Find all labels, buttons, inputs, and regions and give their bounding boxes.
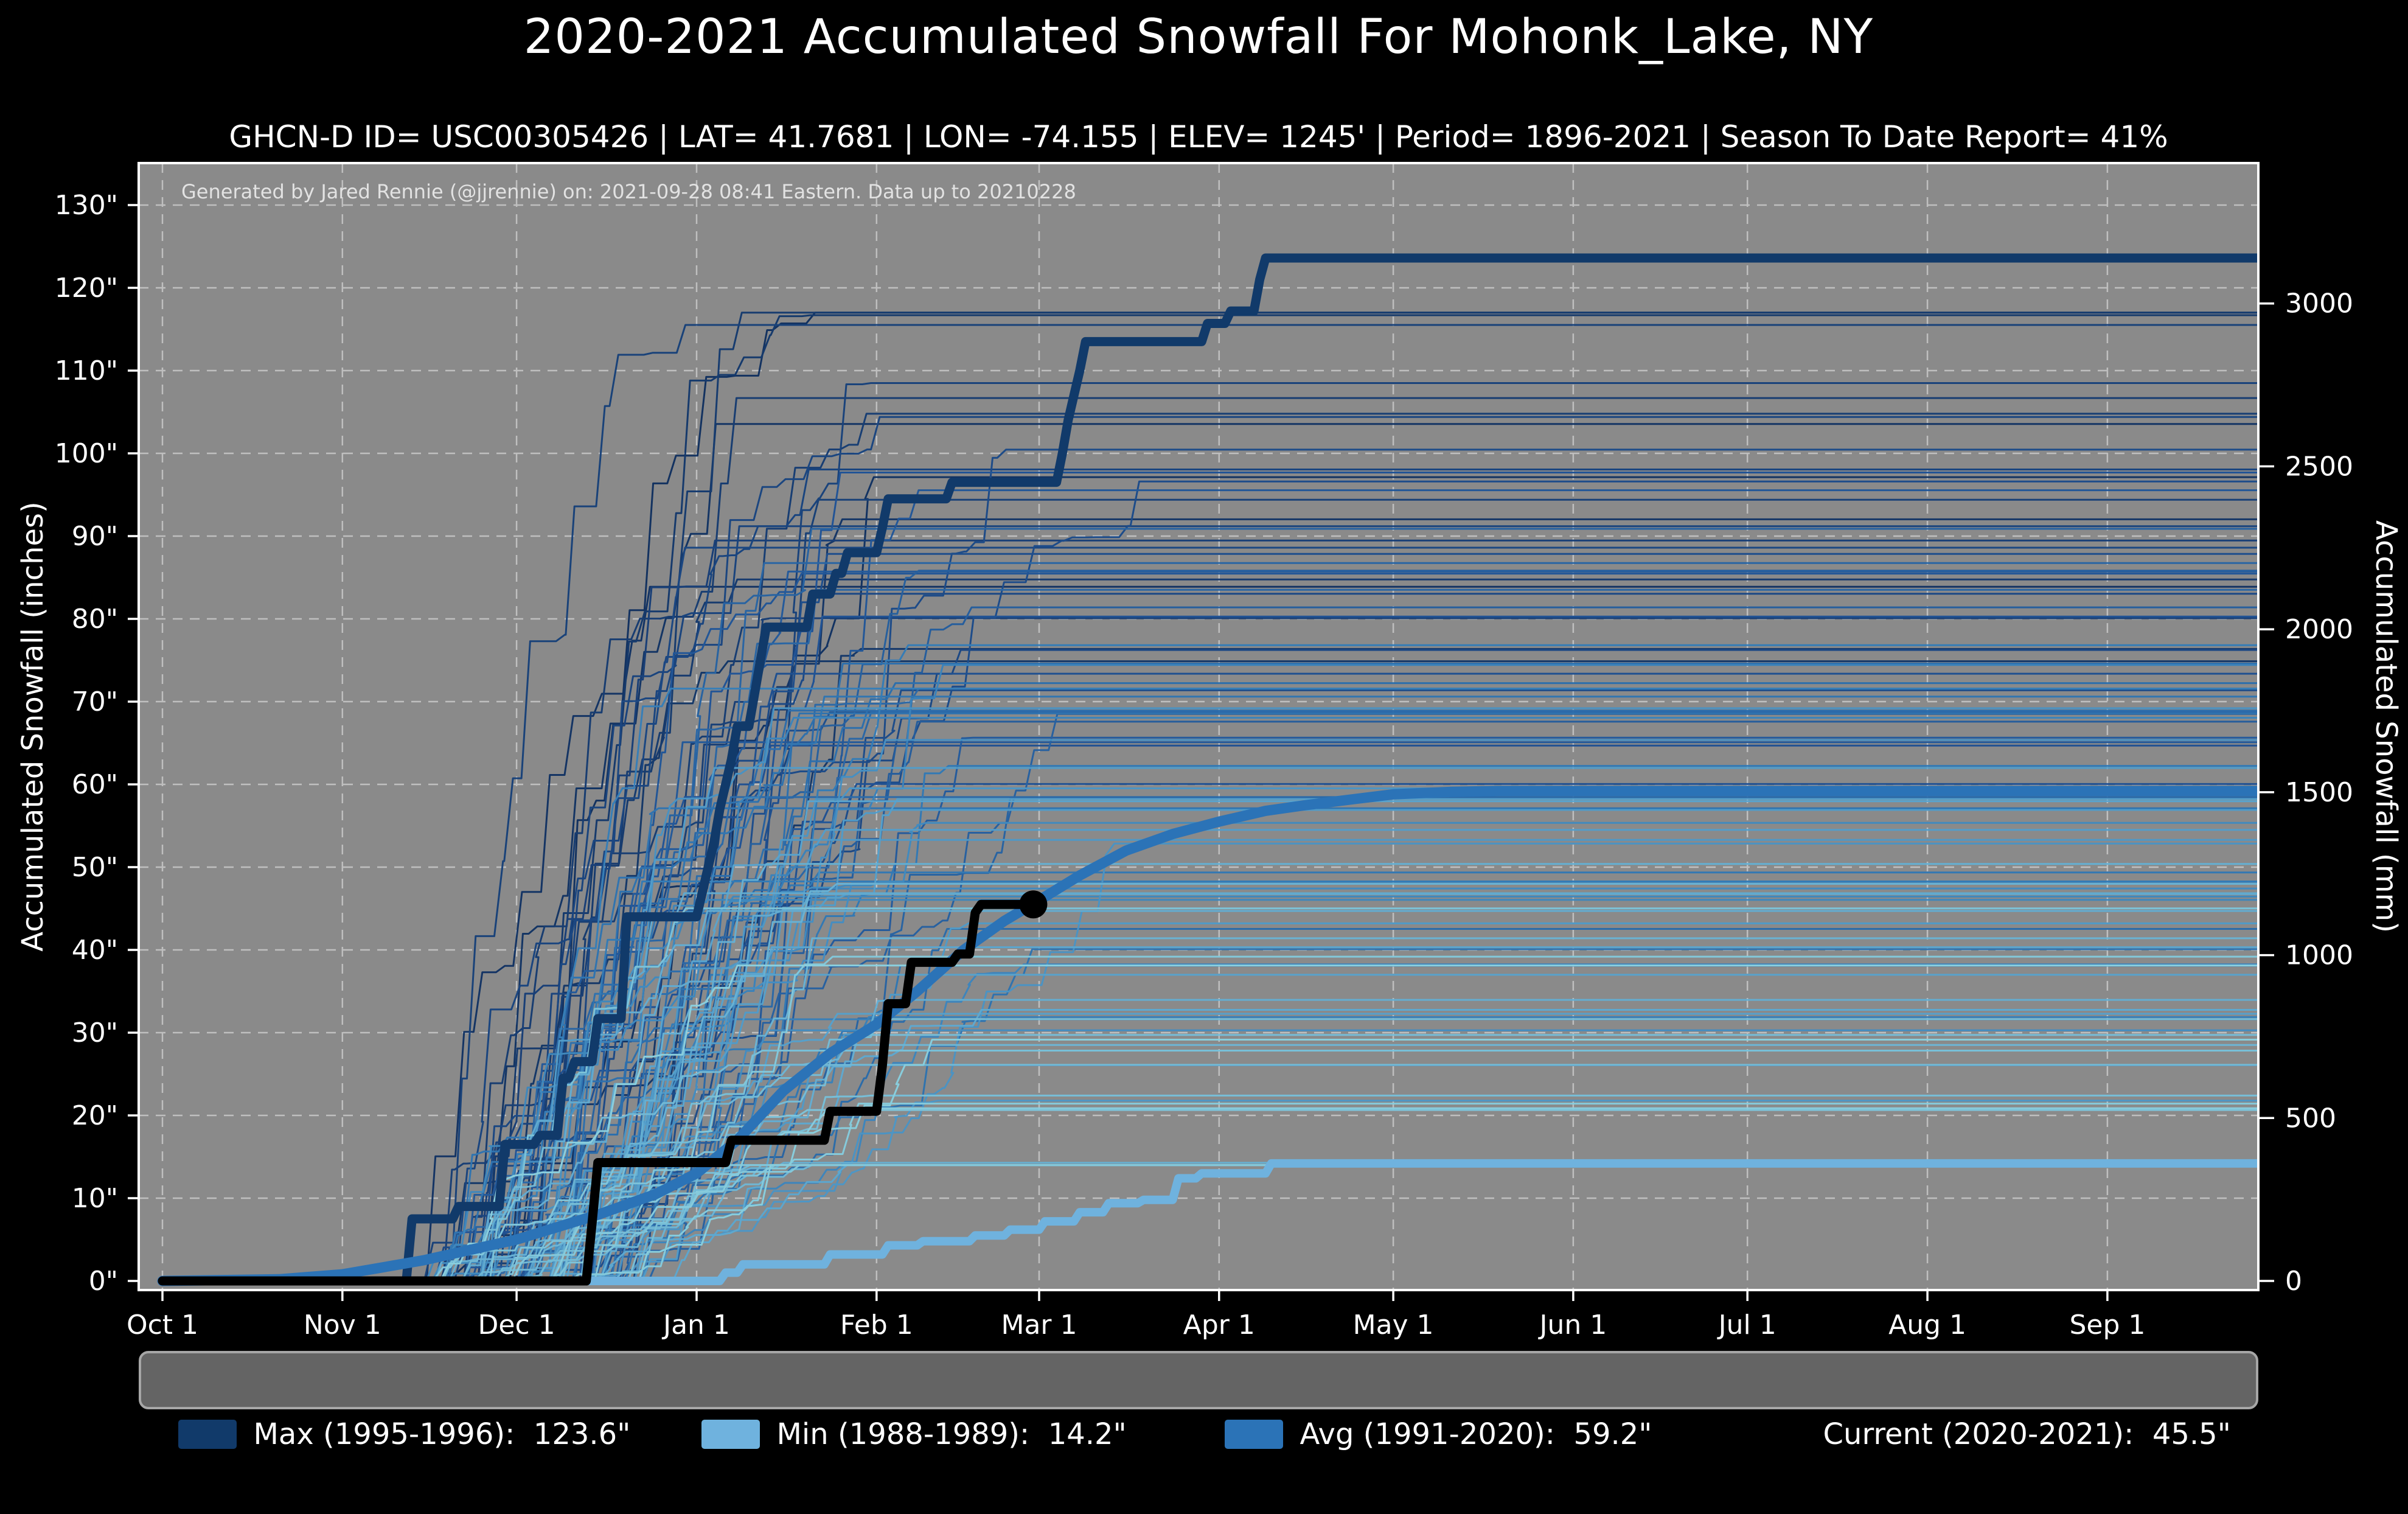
axis-tick-labels: 0" 10" 20" 30" 40" 50" 60" 70" 80" 90" 100" 110" 120… — [55, 190, 2353, 1341]
y-left-tick-label: 30" — [72, 1017, 118, 1048]
current-line-swatch — [1747, 1419, 1806, 1449]
y-left-tick-label: 20" — [72, 1100, 118, 1131]
x-tick-label: Sep 1 — [2069, 1310, 2145, 1341]
y-left-tick-label: 70" — [72, 686, 118, 717]
legend-label-min: Min (1988-1989): 14.2" — [776, 1417, 1127, 1451]
y-left-tick-label: 10" — [72, 1183, 118, 1214]
x-tick-label: Jun 1 — [1538, 1310, 1607, 1341]
y-left-tick-label: 130" — [55, 190, 118, 221]
y-left-tick-label: 40" — [72, 935, 118, 966]
snowfall-chart-canvas: 0" 10" 20" 30" 40" 50" 60" 70" 80" 90" 100" 110" 120… — [16, 162, 2403, 1341]
legend-item-max: Max (1995-1996): 123.6" — [159, 1353, 630, 1449]
legend-item-min: Min (1988-1989): 14.2" — [683, 1353, 1127, 1449]
x-tick-label: Feb 1 — [840, 1310, 913, 1341]
x-tick-label: Apr 1 — [1183, 1310, 1255, 1341]
chart-root: 0" 10" 20" 30" 40" 50" 60" 70" 80" 90" 100" 110" 120… — [16, 162, 2403, 1341]
axis-ticks — [128, 204, 2274, 1301]
x-tick-label: Jan 1 — [661, 1310, 730, 1341]
max-line-swatch — [178, 1419, 237, 1449]
current-line — [158, 899, 1038, 1286]
legend-item-avg: Avg (1991-2020): 59.2" — [1206, 1353, 1652, 1449]
y-left-tick-label: 100" — [55, 438, 118, 469]
legend-label-current: Current (2020-2021): 45.5" — [1823, 1417, 2231, 1451]
y-left-tick-label: 0" — [89, 1266, 118, 1297]
legend-item-current: Current (2020-2021): 45.5" — [1729, 1353, 2231, 1449]
x-tick-label: Mar 1 — [1001, 1310, 1077, 1341]
y-right-tick-label: 0 — [2285, 1266, 2302, 1297]
figure: 0" 10" 20" 30" 40" 50" 60" 70" 80" 90" 100" 110" 120… — [16, 10, 2403, 1449]
station-metadata-subtitle: GHCN-D ID= USC00305426 | LAT= 41.7681 | … — [229, 119, 2168, 155]
x-tick-label: Aug 1 — [1888, 1310, 1966, 1341]
x-tick-label: Nov 1 — [304, 1310, 381, 1341]
x-tick-label: Dec 1 — [478, 1310, 555, 1341]
y-left-tick-label: 60" — [72, 769, 118, 800]
x-tick-label: Jul 1 — [1717, 1310, 1776, 1341]
plot-background — [139, 163, 2258, 1290]
plot-border — [137, 162, 2260, 1291]
y-right-tick-label: 2000 — [2285, 614, 2353, 645]
legend-label-max: Max (1995-1996): 123.6" — [253, 1417, 631, 1451]
chart-title: 2020-2021 Accumulated Snowfall For Mohon… — [523, 10, 1874, 65]
y-right-tick-label: 1000 — [2285, 940, 2353, 971]
y-left-tick-label: 110" — [55, 355, 118, 386]
y-left-tick-label: 50" — [72, 852, 118, 883]
y-left-tick-label: 80" — [72, 604, 118, 635]
max-line — [158, 253, 2258, 1286]
avg-line-swatch — [1224, 1419, 1283, 1449]
y-right-tick-label: 2500 — [2285, 451, 2353, 482]
legend-label-avg: Avg (1991-2020): 59.2" — [1300, 1417, 1652, 1451]
x-tick-label: Oct 1 — [127, 1310, 198, 1341]
y-left-tick-label: 120" — [55, 273, 118, 304]
min-line-swatch — [701, 1419, 760, 1449]
y-right-tick-label: 500 — [2285, 1103, 2336, 1134]
y-right-tick-label: 1500 — [2285, 777, 2353, 808]
y-left-tick-label: 90" — [72, 521, 118, 552]
legend: Max (1995-1996): 123.6" Min (1988-1989):… — [139, 1351, 2258, 1449]
y-left-axis-label: Accumulated Snowfall (inches) — [16, 501, 50, 952]
x-tick-label: May 1 — [1353, 1310, 1434, 1341]
current-endpoint-marker — [1019, 890, 1048, 919]
min-line — [158, 1159, 2258, 1285]
generated-by-watermark: Generated by Jared Rennie (@jjrennie) on… — [181, 180, 1076, 203]
y-right-tick-label: 3000 — [2285, 288, 2353, 319]
y-right-axis-label: Accumulated Snowfall (mm) — [2369, 520, 2403, 933]
